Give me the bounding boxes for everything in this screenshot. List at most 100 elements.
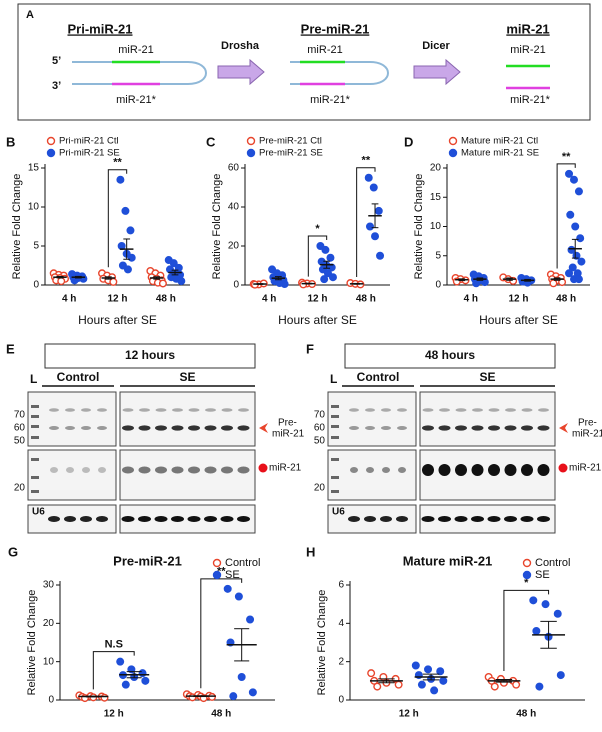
data-point xyxy=(326,253,335,262)
data-point xyxy=(535,682,544,691)
data-point xyxy=(565,169,574,178)
legend-label: SE xyxy=(225,569,240,581)
data-point xyxy=(316,241,325,250)
strand-label: miR-21 xyxy=(118,44,153,56)
blot xyxy=(327,449,417,501)
band xyxy=(472,408,483,412)
hairpin xyxy=(290,61,389,85)
band xyxy=(505,408,516,412)
group-label: SE xyxy=(479,370,495,384)
data-point xyxy=(532,627,541,636)
x-tick-label: 4 h xyxy=(62,294,76,305)
star-label: miR-21* xyxy=(116,94,156,106)
y-tick-label: 20 xyxy=(43,618,55,629)
data-point xyxy=(229,692,238,701)
strand-label: miR-21 xyxy=(510,44,545,56)
panel-a: A Pri-miR-21 5’ 3’ miR-21 miR-21* Drosha… xyxy=(17,3,591,121)
band xyxy=(438,464,451,476)
blot-title: 12 hours xyxy=(125,348,175,362)
legend-marker xyxy=(246,136,256,146)
data-point xyxy=(553,609,562,618)
band xyxy=(64,516,76,522)
legend-label: Pri-miR-21 Ctl xyxy=(59,136,119,147)
data-point xyxy=(574,187,583,196)
band xyxy=(221,425,233,431)
band xyxy=(537,425,550,431)
significance-bracket xyxy=(200,578,243,689)
ladder-band xyxy=(331,405,339,408)
size-marker: 70 xyxy=(14,410,26,421)
significance-bracket xyxy=(503,589,550,671)
legend-label: Pri-miR-21 SE xyxy=(59,148,120,159)
y-tick-label: 15 xyxy=(430,192,442,203)
x-axis-label: Hours after SE xyxy=(278,313,357,327)
panel-label: F xyxy=(306,341,314,356)
band xyxy=(398,467,406,473)
data-point xyxy=(116,657,125,666)
band xyxy=(454,516,468,522)
band xyxy=(154,516,168,522)
size-marker: 20 xyxy=(14,483,26,494)
y-tick-label: 10 xyxy=(43,656,55,667)
blot xyxy=(419,391,556,447)
data-point xyxy=(424,665,433,674)
panel-label: C xyxy=(206,134,216,149)
data-point xyxy=(123,265,132,274)
band-arrow xyxy=(259,423,268,433)
band xyxy=(155,425,167,431)
pre-title: Pre-miR-21 xyxy=(301,21,370,36)
ladder-band xyxy=(331,458,339,461)
data-point xyxy=(246,615,255,624)
x-tick-label: 48 h xyxy=(156,294,176,305)
band xyxy=(122,466,134,474)
data-point xyxy=(208,692,217,701)
band xyxy=(97,426,107,430)
blot xyxy=(27,391,117,447)
significance-bracket xyxy=(556,163,576,269)
band xyxy=(504,516,517,522)
band xyxy=(65,408,75,412)
x-tick-label: 48 h xyxy=(516,709,536,720)
band xyxy=(382,467,390,473)
data-point xyxy=(237,673,246,682)
band xyxy=(364,516,376,522)
data-point xyxy=(569,175,578,184)
blot xyxy=(27,449,117,501)
data-point xyxy=(571,222,580,231)
x-tick-label: 12 h xyxy=(399,709,419,720)
band xyxy=(205,408,216,412)
y-tick-label: 0 xyxy=(435,280,441,291)
size-marker: 50 xyxy=(314,436,326,447)
band xyxy=(138,425,151,431)
legend-marker xyxy=(212,558,222,568)
panel-label: A xyxy=(26,9,34,21)
band xyxy=(348,516,360,522)
ladder-band xyxy=(331,415,339,418)
hairpin xyxy=(72,61,207,85)
band-label: miR-21 xyxy=(572,429,602,440)
legend-label: Control xyxy=(535,557,570,569)
band xyxy=(381,426,391,430)
ladder-band xyxy=(331,490,339,493)
data-point xyxy=(512,680,521,689)
band xyxy=(96,516,108,522)
band xyxy=(349,408,359,412)
band xyxy=(66,467,74,473)
size-marker: 70 xyxy=(314,410,326,421)
data-point xyxy=(566,210,575,219)
blot xyxy=(119,391,256,447)
band xyxy=(350,467,358,473)
data-point xyxy=(365,222,374,231)
x-axis-label: Hours after SE xyxy=(78,313,157,327)
significance-bracket xyxy=(107,169,128,268)
band xyxy=(187,516,201,522)
arrow xyxy=(217,58,265,86)
band xyxy=(122,408,134,412)
band xyxy=(204,425,217,431)
band xyxy=(521,408,533,412)
band xyxy=(521,425,533,431)
data-point xyxy=(280,280,289,289)
y-tick-label: 0 xyxy=(338,695,344,706)
y-tick-label: 10 xyxy=(430,221,442,232)
